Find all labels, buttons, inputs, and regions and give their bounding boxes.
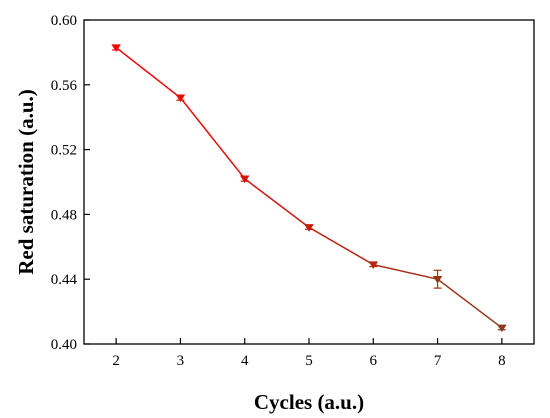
- y-tick-label: 0.52: [51, 143, 77, 159]
- data-point: [175, 94, 186, 103]
- x-tick-label: 4: [241, 353, 249, 369]
- x-tick-label: 7: [434, 353, 442, 369]
- y-tick-label: 0.60: [51, 13, 77, 29]
- data-point: [111, 44, 121, 52]
- x-axis-title: Cycles (a.u.): [254, 390, 364, 414]
- x-tick-label: 5: [305, 353, 313, 369]
- data-point: [304, 224, 314, 232]
- data-markers: [111, 44, 507, 333]
- x-tick-label: 2: [112, 353, 120, 369]
- y-tick-label: 0.56: [51, 78, 78, 94]
- data-point: [497, 324, 507, 333]
- y-tick-label: 0.40: [51, 337, 77, 353]
- y-axis-title: Red saturation (a.u.): [14, 89, 38, 275]
- data-point: [368, 261, 379, 269]
- y-axis-ticks: 0.40 0.44 0.48 0.52 0.56 0.60: [51, 13, 90, 353]
- x-tick-label: 6: [370, 353, 378, 369]
- x-axis-ticks: 2 3 4 5 6 7 8: [112, 338, 506, 369]
- x-tick-label: 3: [177, 353, 185, 369]
- data-point: [432, 275, 443, 284]
- plot-frame: [83, 19, 535, 345]
- y-tick-label: 0.48: [51, 207, 77, 223]
- y-tick-label: 0.44: [51, 272, 78, 288]
- data-point: [239, 175, 250, 184]
- x-tick-label: 8: [498, 353, 506, 369]
- series-line: [115, 46, 503, 329]
